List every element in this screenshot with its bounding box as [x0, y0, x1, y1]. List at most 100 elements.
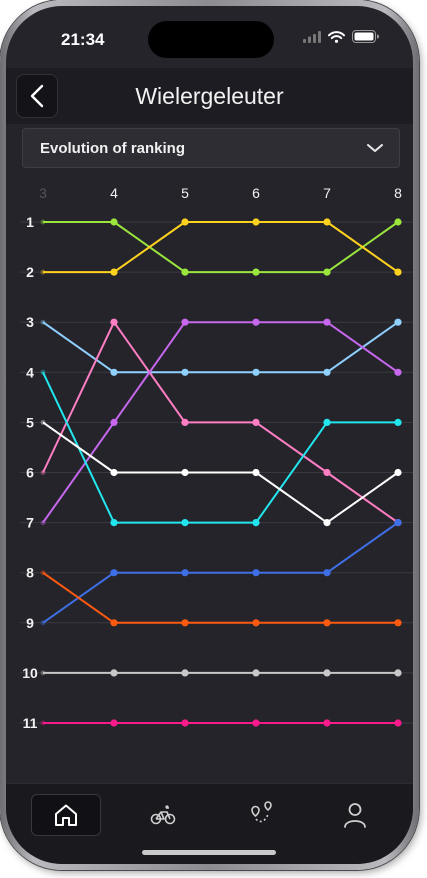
x-tick-label: 3 [39, 185, 47, 201]
battery-icon [352, 30, 379, 43]
data-point [181, 418, 189, 426]
data-point [394, 719, 402, 727]
tab-profile[interactable] [320, 794, 390, 836]
data-point [323, 318, 331, 326]
y-tick-label: 11 [23, 715, 38, 731]
y-tick-label: 5 [26, 414, 34, 430]
dropdown-label: Evolution of ranking [40, 140, 185, 157]
y-tick-label: 1 [26, 214, 34, 230]
data-point [40, 319, 46, 325]
x-tick-label: 7 [323, 185, 331, 201]
data-point [252, 218, 260, 226]
data-point [323, 418, 331, 426]
wifi-icon [328, 30, 345, 43]
data-point [252, 619, 260, 627]
home-icon [55, 804, 77, 826]
data-point [110, 719, 118, 727]
series-group [40, 218, 402, 727]
series-line-5 [42, 321, 399, 524]
series-line-9 [42, 571, 398, 624]
home-indicator [142, 850, 276, 855]
profile-icon [344, 803, 366, 828]
data-point [110, 669, 118, 677]
series-line-6 [42, 371, 398, 524]
data-point [181, 268, 189, 276]
data-point [394, 418, 402, 426]
page-title: Wielergeleuter [135, 83, 284, 109]
data-point [394, 368, 402, 376]
tab-home[interactable] [31, 794, 101, 836]
y-tick-label: 7 [26, 515, 34, 531]
route-map-icon [251, 801, 272, 823]
data-point [394, 468, 402, 477]
chevron-left-icon [30, 84, 44, 108]
signal-icon [303, 30, 321, 43]
data-point [181, 218, 189, 226]
data-point [40, 369, 46, 375]
chevron-down-icon [367, 144, 383, 152]
data-point [40, 620, 46, 626]
tab-rides[interactable] [128, 794, 198, 836]
data-point [252, 669, 260, 677]
data-point [323, 569, 331, 577]
series-line-7 [42, 421, 399, 524]
status-icons [303, 30, 379, 43]
data-point [40, 570, 46, 576]
data-point [110, 418, 118, 426]
y-tick-label: 4 [26, 364, 34, 380]
data-point [323, 218, 331, 226]
y-tick-label: 6 [26, 465, 34, 481]
ranking-chart: 1 2 3 4 5 6 7 8 9 10 11 3 4 5 6 7 8 [20, 185, 413, 731]
data-point [394, 218, 402, 226]
data-point [394, 268, 402, 276]
data-point [40, 419, 46, 425]
data-point [110, 619, 118, 627]
data-point [394, 669, 402, 677]
y-tick-label: 8 [26, 565, 34, 581]
data-point [40, 219, 46, 225]
y-tick-label: 9 [26, 615, 34, 631]
data-point [252, 418, 260, 426]
series-line-8 [42, 521, 399, 624]
data-point [252, 368, 260, 376]
data-point [394, 318, 402, 326]
y-tick-label: 2 [26, 264, 34, 280]
data-point [323, 619, 331, 627]
data-point [181, 719, 189, 727]
tab-routes[interactable] [225, 794, 295, 836]
back-button[interactable] [16, 74, 58, 118]
data-point [252, 468, 260, 477]
y-tick-label: 10 [22, 665, 38, 681]
phone-frame: 21:34 [0, 0, 419, 870]
data-point [252, 569, 260, 577]
data-point [110, 468, 118, 477]
data-point [181, 468, 189, 477]
data-point [252, 719, 260, 727]
app-header: Wielergeleuter [6, 68, 413, 124]
data-point [40, 720, 46, 726]
data-point [110, 218, 118, 226]
data-point [110, 268, 118, 276]
series-line-3 [42, 321, 399, 374]
data-point [323, 519, 331, 527]
data-point [181, 519, 189, 527]
data-point [110, 368, 118, 376]
data-point [323, 468, 331, 477]
status-time: 21:34 [61, 30, 105, 49]
app-screen: 21:34 [6, 6, 413, 864]
data-point [323, 719, 331, 727]
data-point [40, 670, 46, 676]
series-line-2 [43, 221, 399, 274]
data-point [323, 268, 331, 276]
data-point [40, 470, 46, 475]
chart-type-dropdown[interactable]: Evolution of ranking [22, 128, 400, 168]
y-tick-label: 3 [26, 314, 34, 330]
data-point [252, 268, 260, 276]
x-tick-label: 8 [394, 185, 402, 201]
data-point [40, 269, 46, 275]
data-point [110, 519, 118, 527]
data-point [181, 368, 189, 376]
data-point [394, 619, 402, 627]
data-point [110, 569, 118, 577]
data-point [394, 519, 402, 527]
